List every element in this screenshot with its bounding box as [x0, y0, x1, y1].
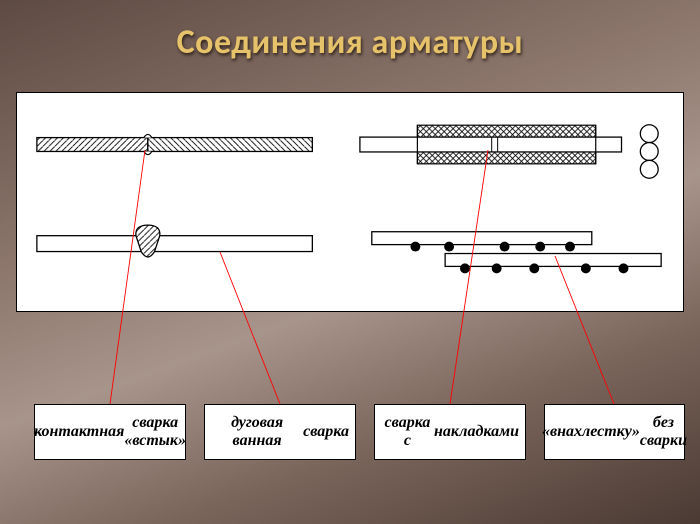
label-l4: «внахлестку»без сварки [544, 404, 685, 460]
label-l1: контактнаясварка «встык» [34, 404, 186, 460]
label-line: сварка [303, 423, 349, 441]
label-line: без сварки [640, 414, 687, 451]
label-line: сварка «встык» [124, 414, 186, 451]
label-line: дуговая ванная [211, 414, 303, 451]
label-line: сварка с [381, 414, 434, 451]
label-l3: сварка снакладками [374, 404, 526, 460]
label-l2: дуговая ваннаясварка [204, 404, 356, 460]
slide-root: Соединения арматуры контактнаясварка «вс… [0, 0, 700, 524]
diagram-panel [16, 92, 684, 312]
label-line: накладками [434, 423, 519, 441]
label-line: «внахлестку» [542, 423, 640, 441]
slide-title: Соединения арматуры [0, 22, 700, 63]
diagram-svg [17, 93, 683, 311]
label-line: контактная [34, 423, 124, 441]
